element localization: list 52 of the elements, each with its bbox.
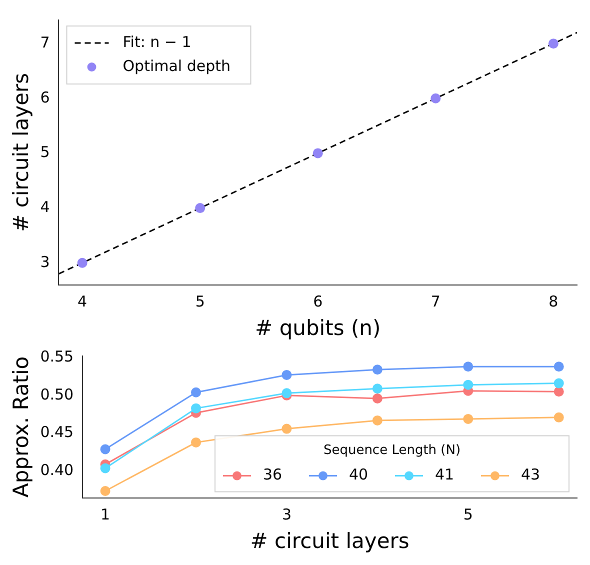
point	[372, 393, 382, 404]
point	[312, 148, 323, 158]
x-axis-title: # circuit layers	[250, 528, 410, 553]
y-tick-label: 0.40	[40, 461, 74, 480]
x-tick-label: 5	[463, 506, 473, 524]
point	[282, 424, 292, 434]
y-tick-label: 0.55	[40, 347, 74, 366]
point	[100, 463, 110, 474]
y-axis-title: # circuit layers	[9, 72, 34, 232]
point	[190, 403, 201, 414]
x-tick-label: 7	[430, 292, 440, 311]
point	[282, 370, 292, 380]
point	[190, 387, 201, 398]
point	[195, 203, 206, 214]
legend-label: 36	[263, 466, 282, 484]
x-tick-label: 4	[78, 292, 88, 311]
y-axis-title: Approx. Ratio	[9, 356, 34, 498]
x-axis-title: # qubits (n)	[255, 316, 381, 340]
point	[430, 93, 441, 104]
x-tick-label: 6	[313, 292, 323, 311]
y-tick-label: 5	[40, 143, 50, 162]
point	[372, 384, 382, 394]
y-tick-label: 7	[40, 33, 50, 52]
y-tick-label: 0.45	[40, 423, 74, 442]
x-tick-label: 1	[100, 506, 110, 524]
x-tick-label: 8	[548, 292, 558, 311]
x-tick-label: 3	[282, 506, 292, 524]
point	[463, 380, 474, 390]
legend-label: Fit: n − 1	[122, 32, 192, 51]
point	[554, 362, 564, 372]
point	[463, 362, 474, 372]
y-tick-label: 4	[40, 198, 50, 216]
point	[372, 364, 382, 375]
point	[372, 415, 382, 426]
y-tick-label: 6	[40, 88, 50, 106]
point	[554, 378, 564, 388]
legend-label: 41	[435, 466, 454, 484]
point	[190, 437, 201, 448]
point	[100, 444, 110, 454]
y-tick-label: 0.50	[40, 385, 74, 404]
legend-label: 43	[521, 466, 540, 484]
point	[548, 38, 558, 49]
legend-title: Sequence Length (N)	[323, 443, 461, 458]
point	[554, 412, 564, 422]
point	[100, 486, 110, 496]
point	[77, 258, 88, 268]
legend-label: 40	[349, 466, 368, 484]
y-tick-label: 3	[40, 252, 50, 271]
legend-label: Optimal depth	[122, 56, 231, 75]
x-tick-label: 5	[195, 292, 205, 311]
point	[463, 414, 474, 424]
point	[554, 386, 564, 397]
